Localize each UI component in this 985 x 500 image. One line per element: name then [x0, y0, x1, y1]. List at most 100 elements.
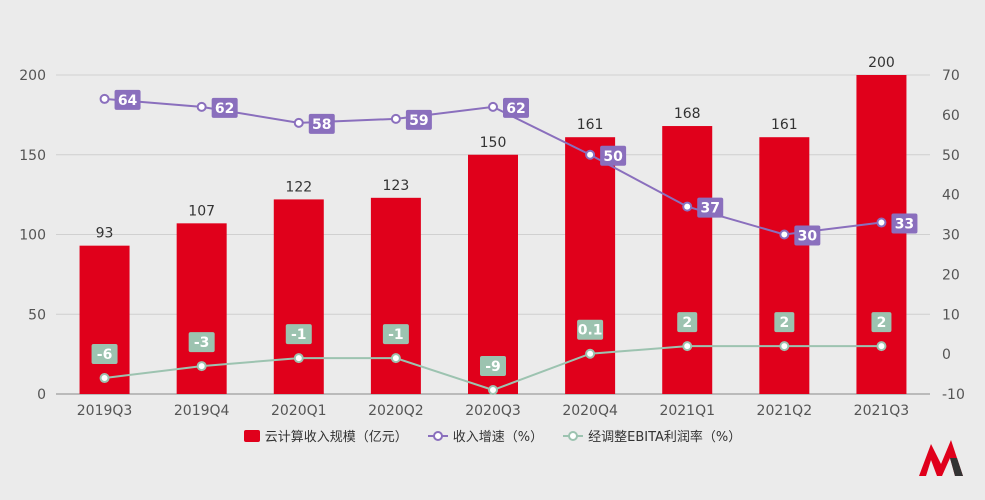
- bar-data-label: 200: [868, 55, 895, 71]
- right-tick-label: 50: [942, 148, 960, 164]
- legend-line-circle-icon: [563, 430, 584, 441]
- data-label: -6: [97, 347, 113, 363]
- left-tick-label: 100: [19, 228, 46, 244]
- x-tick-label: 2020Q2: [368, 403, 424, 419]
- data-point: [682, 201, 693, 212]
- legend-item-revenue[interactable]: 云计算收入规模（亿元）: [243, 426, 408, 445]
- data-point: [585, 348, 596, 359]
- bar-data-label: 93: [96, 226, 114, 242]
- data-label: 0.1: [578, 323, 603, 339]
- data-point: [196, 361, 207, 372]
- x-tick-label: 2021Q1: [659, 403, 715, 419]
- bar-data-label: 123: [383, 178, 410, 194]
- right-tick-label: 70: [942, 68, 960, 84]
- x-tick-label: 2020Q3: [465, 403, 521, 419]
- left-tick-label: 0: [37, 387, 46, 403]
- bar: [79, 245, 130, 394]
- legend-item-growth[interactable]: 收入增速（%）: [427, 426, 544, 445]
- right-tick-label: 0: [942, 347, 951, 363]
- right-tick-label: 30: [942, 228, 960, 244]
- margin-line-series: -6 -3 -1 -1 -9 0.1 2 2 2: [91, 312, 892, 396]
- data-label: -3: [194, 335, 210, 351]
- bar-data-label: 168: [674, 106, 701, 122]
- x-tick-label: 2020Q4: [562, 403, 618, 419]
- data-point: [488, 385, 498, 396]
- right-tick-label: -10: [942, 387, 965, 403]
- x-tick-label: 2020Q1: [271, 403, 327, 419]
- left-tick-label: 50: [28, 307, 46, 323]
- data-label-badge: [285, 324, 312, 345]
- data-label-badge: [211, 97, 238, 118]
- data-point: [390, 113, 401, 124]
- data-label-badge: [114, 89, 141, 110]
- x-tick-label: 2021Q2: [757, 403, 813, 419]
- right-axis: -10 0 10 20 30 40 50 60 70: [942, 68, 965, 403]
- data-label-badge: [188, 332, 215, 353]
- x-tick-label: 2021Q3: [854, 403, 910, 419]
- data-label-badge: [405, 109, 432, 130]
- brand-logo-icon: [919, 440, 963, 476]
- legend: 云计算收入规模（亿元） 收入增速（%） 经调整EBITA利润率（%）: [0, 426, 985, 445]
- right-tick-label: 40: [942, 188, 960, 204]
- bar-data-label: 161: [771, 117, 798, 133]
- data-point: [682, 341, 693, 352]
- data-label: 2: [779, 315, 789, 331]
- data-label: 33: [895, 217, 914, 233]
- bar-data-label: 161: [577, 117, 604, 133]
- data-label: -1: [388, 327, 404, 343]
- bar: [856, 75, 907, 394]
- data-point: [99, 373, 110, 384]
- data-point: [876, 217, 887, 228]
- data-point: [488, 101, 498, 112]
- data-label: 59: [409, 113, 428, 129]
- legend-line-circle-icon: [427, 430, 448, 441]
- data-label-badge: [677, 312, 698, 333]
- legend-item-margin[interactable]: 经调整EBITA利润率（%）: [563, 426, 741, 445]
- data-label: 62: [215, 101, 234, 117]
- x-tick-label: 2019Q3: [77, 403, 133, 419]
- bar: [273, 199, 324, 394]
- bar: [662, 126, 713, 394]
- data-label-badge: [697, 197, 724, 218]
- data-label: 30: [798, 229, 818, 245]
- legend-label-revenue: 云计算收入规模（亿元）: [264, 430, 408, 445]
- x-axis-labels: 2019Q3 2019Q4 2020Q1 2020Q2 2020Q3 2020Q4 2021…: [77, 403, 909, 419]
- data-label: -1: [291, 327, 307, 343]
- left-axis: 0 50 100 150 200: [19, 68, 46, 403]
- data-label-badge: [503, 97, 529, 118]
- data-label-badge: [308, 113, 335, 134]
- data-label-badge: [891, 213, 918, 234]
- data-label-badge: [774, 312, 795, 333]
- data-label: 2: [682, 315, 692, 331]
- right-tick-label: 20: [942, 267, 960, 283]
- bar: [468, 154, 518, 394]
- right-tick-label: 10: [942, 307, 960, 323]
- data-label: 50: [603, 149, 623, 165]
- legend-bar-swatch-icon: [243, 429, 260, 442]
- data-label-badge: [577, 319, 604, 340]
- data-point: [293, 353, 304, 364]
- legend-label-growth: 收入增速（%）: [452, 430, 544, 445]
- right-tick-label: 60: [942, 108, 960, 124]
- data-point: [876, 341, 887, 352]
- data-point: [293, 117, 304, 128]
- bar-data-label: 150: [480, 135, 507, 151]
- data-point: [779, 229, 790, 240]
- data-label: 64: [118, 93, 138, 109]
- x-tick-label: 2019Q4: [174, 403, 230, 419]
- bar: [759, 137, 810, 394]
- legend-label-margin: 经调整EBITA利润率（%）: [588, 430, 742, 445]
- data-point: [585, 149, 596, 160]
- data-label: -9: [485, 359, 501, 375]
- data-point: [779, 341, 790, 352]
- data-label: 37: [700, 201, 719, 217]
- data-label-badge: [871, 312, 892, 333]
- data-label: 62: [506, 101, 525, 117]
- data-point: [196, 101, 207, 112]
- data-point: [99, 93, 110, 104]
- data-label-badge: [382, 324, 409, 345]
- left-tick-label: 150: [19, 148, 46, 164]
- data-label-badge: [600, 145, 627, 166]
- data-label-badge: [794, 225, 821, 246]
